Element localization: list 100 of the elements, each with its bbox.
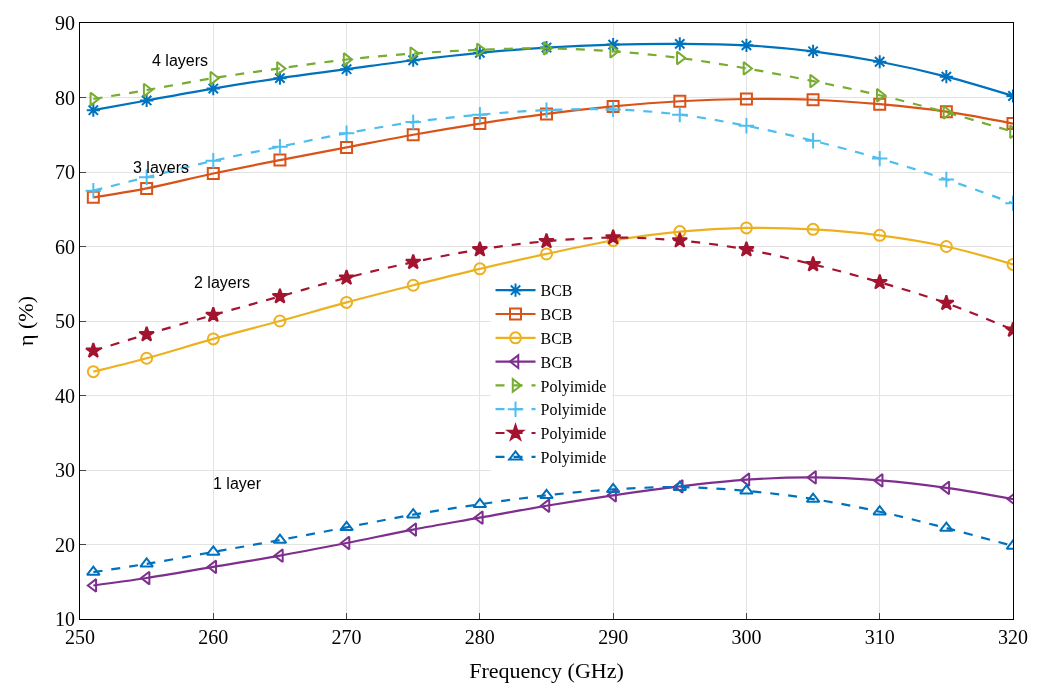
y-tick-label: 40 [55, 384, 75, 407]
point [739, 92, 753, 106]
point [140, 351, 154, 365]
point [673, 225, 687, 239]
point [404, 253, 422, 270]
point [271, 137, 289, 156]
point [473, 117, 487, 131]
point [471, 240, 489, 257]
point [472, 45, 488, 61]
point [605, 37, 621, 53]
point [338, 61, 355, 77]
point [140, 181, 154, 195]
point [86, 365, 100, 379]
point [737, 117, 756, 135]
point [85, 342, 102, 359]
point [206, 559, 218, 575]
point [872, 54, 888, 70]
point [406, 522, 417, 537]
y-tick-label: 60 [55, 235, 75, 258]
point [938, 294, 955, 311]
point [804, 255, 822, 272]
point [806, 470, 817, 485]
point [86, 578, 98, 593]
point [739, 484, 754, 495]
legend-label: Polyimide [540, 401, 607, 420]
point [671, 231, 689, 248]
point [604, 100, 622, 119]
point [938, 69, 954, 85]
point [871, 149, 889, 168]
point [804, 132, 822, 150]
point [939, 480, 951, 496]
point [537, 101, 556, 119]
x-tick-label: 300 [731, 626, 762, 648]
point [939, 521, 954, 532]
annotation: 1 layer [213, 475, 262, 492]
point [206, 332, 220, 346]
point [85, 102, 101, 118]
point [84, 181, 103, 200]
point [471, 105, 489, 124]
x-tick-label: 290 [598, 626, 629, 648]
point [340, 295, 354, 309]
y-tick-label: 80 [55, 86, 75, 109]
point [472, 497, 488, 509]
point [204, 152, 222, 170]
point [671, 105, 689, 124]
legend-label: BCB [540, 353, 573, 371]
legend-label: BCB [540, 282, 573, 300]
point [873, 97, 887, 111]
point [672, 36, 688, 52]
point [272, 70, 288, 86]
point [139, 557, 154, 568]
y-tick-label: 70 [55, 161, 75, 183]
point [939, 240, 953, 253]
point [404, 113, 422, 131]
point [273, 153, 287, 167]
legend-label: BCB [540, 330, 573, 348]
point [139, 92, 155, 109]
y-tick-label: 20 [55, 533, 75, 556]
y-tick-label: 90 [55, 12, 75, 34]
point [875, 87, 887, 103]
point [409, 46, 420, 61]
x-tick-label: 260 [198, 626, 229, 648]
point [406, 278, 420, 292]
point [339, 520, 354, 532]
annotation: 3 layers [133, 159, 190, 176]
point [739, 221, 753, 235]
point [873, 473, 884, 488]
legend-label: Polyimide [540, 425, 607, 444]
point [739, 472, 751, 488]
point [142, 82, 154, 98]
y-tick-label: 30 [55, 459, 75, 481]
point [205, 80, 221, 97]
point [86, 190, 100, 204]
legend-label: Polyimide [540, 449, 607, 468]
point [937, 170, 956, 189]
point [673, 94, 687, 108]
point [738, 240, 755, 257]
point [405, 52, 421, 68]
x-tick-label: 310 [864, 626, 895, 648]
point [540, 247, 553, 261]
point [604, 228, 622, 245]
point [338, 269, 355, 286]
point [605, 482, 621, 494]
y-axis-title: η (%) [12, 296, 38, 346]
point [606, 99, 620, 113]
point [204, 306, 222, 323]
legend-label: BCB [540, 306, 573, 324]
point [342, 52, 354, 67]
point [538, 39, 555, 56]
annotation: 2 layers [194, 274, 251, 291]
point [806, 222, 820, 236]
point [871, 273, 889, 290]
x-tick-label: 270 [331, 626, 362, 648]
point [873, 228, 887, 242]
point [540, 107, 553, 121]
point [473, 262, 487, 276]
point [673, 479, 684, 494]
point [340, 140, 354, 154]
annotation: 4 layers [152, 52, 209, 69]
point [273, 314, 287, 328]
